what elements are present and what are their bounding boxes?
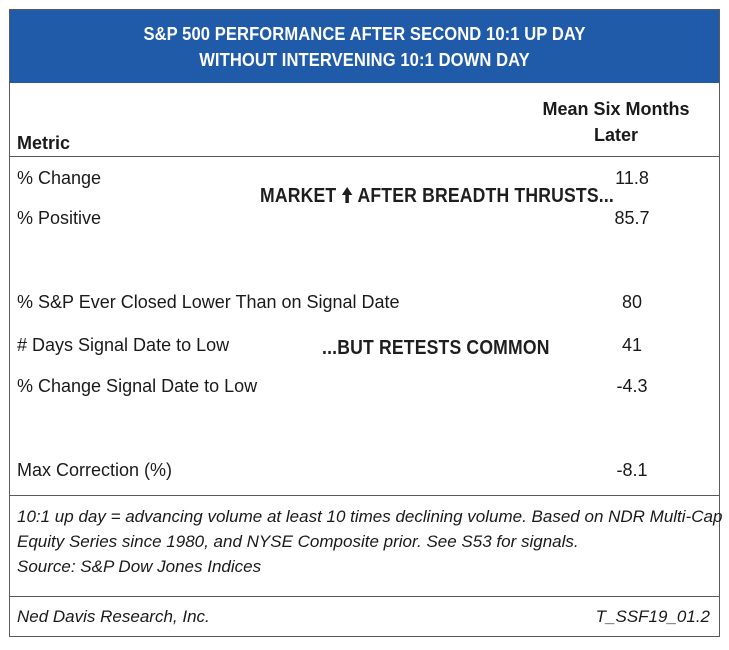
footer-company: Ned Davis Research, Inc. bbox=[17, 607, 210, 626]
row-label: % Change Signal Date to Low bbox=[17, 376, 258, 396]
footnote-source: Source: S&P Dow Jones Indices bbox=[17, 557, 262, 576]
value-column-header: Mean Six Months Later bbox=[531, 96, 701, 148]
callout-breadth-thrusts: MARKET AFTER BREADTH THRUSTS... bbox=[260, 185, 614, 208]
row-value: 11.8 bbox=[615, 168, 649, 188]
footer-code: T_SSF19_01.2 bbox=[595, 607, 710, 626]
callout-retests-common: ...BUT RETESTS COMMON bbox=[322, 337, 550, 359]
up-arrow-icon bbox=[341, 187, 353, 203]
title-line-2: WITHOUT INTERVENING 10:1 DOWN DAY bbox=[199, 49, 530, 70]
table-row: % S&P Ever Closed Lower Than on Signal D… bbox=[10, 292, 719, 318]
row-label: % Positive bbox=[17, 208, 102, 228]
callout-text-breadth-thrusts: AFTER BREADTH THRUSTS... bbox=[357, 185, 614, 207]
table-title: S&P 500 PERFORMANCE AFTER SECOND 10:1 UP… bbox=[10, 10, 719, 83]
performance-table: S&P 500 PERFORMANCE AFTER SECOND 10:1 UP… bbox=[9, 9, 723, 638]
row-value: -8.1 bbox=[616, 460, 648, 480]
row-value: 85.7 bbox=[614, 208, 650, 228]
value-header-line-1: Mean Six Months bbox=[542, 99, 690, 119]
table-row: % Positive 85.7 bbox=[10, 208, 719, 234]
table-row: Max Correction (%) -8.1 bbox=[10, 460, 719, 486]
row-value: 41 bbox=[621, 335, 643, 355]
row-label: % S&P Ever Closed Lower Than on Signal D… bbox=[17, 292, 400, 312]
footnotes: 10:1 up day = advancing volume at least … bbox=[10, 495, 723, 597]
table-row: % Change 11.8 bbox=[10, 168, 719, 194]
table-row: # Days Signal Date to Low 41 bbox=[10, 335, 719, 361]
footnote-definition: 10:1 up day = advancing volume at least … bbox=[17, 507, 723, 526]
footer: Ned Davis Research, Inc. T_SSF19_01.2 bbox=[10, 597, 719, 638]
callout-text-market: MARKET bbox=[260, 185, 337, 207]
row-value: 80 bbox=[621, 292, 643, 312]
table-row: % Change Signal Date to Low -4.3 bbox=[10, 376, 719, 402]
title-line-1: S&P 500 PERFORMANCE AFTER SECOND 10:1 UP… bbox=[143, 23, 586, 44]
row-label: # Days Signal Date to Low bbox=[17, 335, 230, 355]
row-value: -4.3 bbox=[616, 376, 648, 396]
row-label: Max Correction (%) bbox=[17, 460, 173, 480]
value-header-line-2: Later bbox=[593, 125, 638, 145]
metric-column-header: Metric bbox=[17, 133, 71, 153]
footnote-series: Equity Series since 1980, and NYSE Compo… bbox=[17, 532, 579, 551]
column-header-row: Metric Mean Six Months Later bbox=[10, 83, 719, 157]
row-label: % Change bbox=[17, 168, 102, 188]
